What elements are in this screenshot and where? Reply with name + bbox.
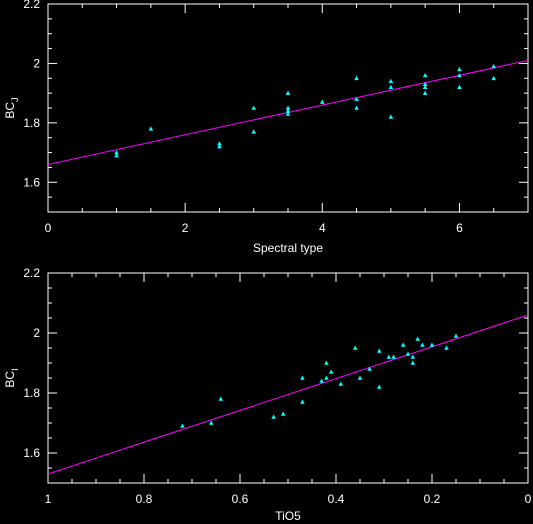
- data-point: [391, 354, 396, 359]
- y-tick-label: 1.6: [23, 175, 40, 189]
- y-tick-label: 2: [33, 56, 40, 70]
- x-axis-title: TiO5: [275, 509, 301, 523]
- x-tick-label: 2: [182, 221, 189, 235]
- data-point: [285, 111, 291, 116]
- data-point: [114, 150, 119, 155]
- y-axis-title: BCI: [3, 368, 20, 387]
- data-point: [328, 369, 334, 374]
- data-point: [453, 333, 459, 338]
- x-tick-label: 0: [525, 492, 532, 506]
- data-point: [388, 84, 394, 89]
- data-point: [114, 153, 119, 158]
- fit-line: [48, 314, 528, 475]
- data-point: [217, 144, 222, 149]
- data-point: [324, 375, 329, 380]
- data-point: [429, 342, 435, 347]
- x-tick-label: 0.4: [328, 492, 345, 506]
- data-point: [422, 84, 428, 89]
- data-point: [352, 345, 358, 350]
- data-point: [354, 75, 359, 81]
- data-point: [357, 375, 363, 380]
- data-point: [400, 342, 406, 347]
- data-point: [300, 375, 305, 380]
- data-point: [367, 366, 372, 371]
- x-tick-label: 0: [45, 221, 52, 235]
- data-point: [376, 348, 382, 353]
- y-axis-title-main: BC: [3, 371, 17, 388]
- data-point: [319, 99, 325, 104]
- data-point: [457, 66, 462, 72]
- y-tick-label: 2: [33, 326, 40, 340]
- x-tick-label: 0.2: [424, 492, 441, 506]
- data-point: [208, 420, 214, 425]
- data-point: [388, 78, 394, 84]
- data-point: [354, 96, 359, 101]
- data-point: [148, 126, 154, 131]
- y-tick-label: 1.6: [23, 446, 40, 460]
- y-tick-label: 1.8: [23, 386, 40, 400]
- x-axis-title: Spectral type: [253, 241, 323, 255]
- data-point: [457, 72, 462, 78]
- plot-frame: [47, 272, 529, 484]
- y-tick-label: 2.2: [23, 0, 40, 11]
- data-point: [388, 114, 394, 119]
- data-point: [354, 105, 359, 110]
- data-point: [285, 105, 291, 110]
- y-axis-title: BCJ: [3, 97, 20, 118]
- data-point: [285, 108, 291, 113]
- x-tick-label: 0.6: [232, 492, 249, 506]
- y-axis-title-subscript: I: [10, 368, 20, 371]
- data-point: [491, 63, 497, 69]
- data-point: [444, 345, 449, 350]
- x-tick-label: 6: [456, 221, 463, 235]
- bottom-panel: 1 0.8 0.6 0.4 0.2 0 1.6 1.8 2 2.2 TiO5 BCI: [3, 266, 532, 523]
- data-point: [386, 354, 392, 359]
- data-point: [376, 384, 382, 389]
- data-point: [251, 105, 257, 110]
- data-point: [405, 351, 411, 356]
- data-point: [300, 399, 305, 404]
- x-tick-label: 4: [319, 221, 326, 235]
- y-tick-label: 1.8: [23, 116, 40, 130]
- data-point: [422, 72, 428, 78]
- data-point: [180, 423, 185, 428]
- data-point: [319, 378, 324, 383]
- data-point: [217, 141, 222, 146]
- data-point: [410, 354, 416, 359]
- y-axis-title-subscript: J: [10, 97, 20, 102]
- data-point: [457, 84, 462, 89]
- data-point: [271, 414, 276, 419]
- data-point: [338, 381, 344, 386]
- data-point: [422, 90, 428, 95]
- top-panel: 0 2 4 6 1.6 1.8 2 2.2 Spectral type BCJ: [3, 0, 529, 255]
- data-point: [324, 360, 329, 365]
- data-point: [410, 360, 416, 365]
- x-tick-label: 0.8: [136, 492, 153, 506]
- data-point: [280, 411, 286, 416]
- y-tick-label: 2.2: [23, 266, 40, 280]
- x-tick-label: 1: [45, 492, 52, 506]
- y-axis-title-main: BC: [3, 102, 17, 119]
- data-point: [218, 396, 224, 401]
- data-point: [422, 81, 428, 87]
- data-point: [285, 90, 291, 95]
- data-point: [415, 336, 420, 341]
- data-point: [420, 342, 425, 347]
- data-point: [491, 75, 497, 81]
- data-point: [251, 129, 257, 134]
